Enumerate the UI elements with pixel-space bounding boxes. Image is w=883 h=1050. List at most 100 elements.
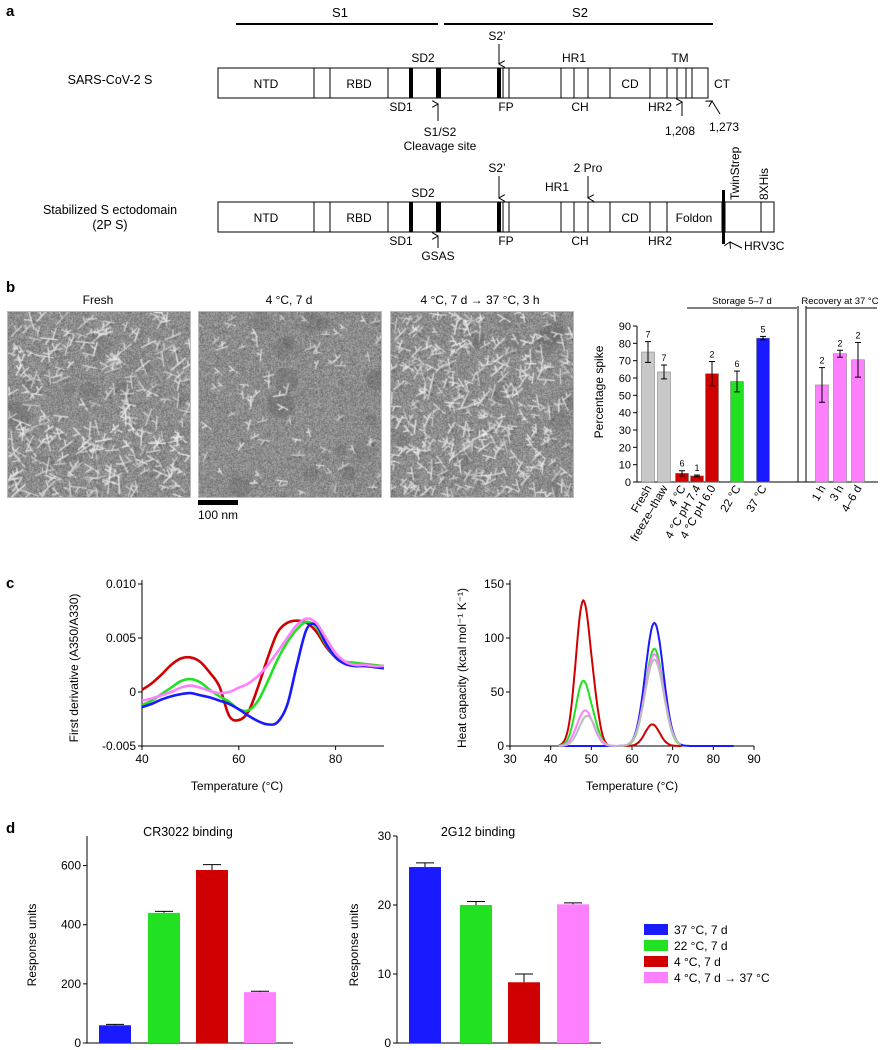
domain-rbd-top [329, 67, 389, 99]
x-tick-label: 40 [135, 752, 149, 766]
chart-d2-ylabel: Response units [347, 904, 361, 987]
domain-ntd-top [217, 67, 315, 99]
label-ch-top: CH [571, 100, 588, 114]
x-tick-label: 22 °C [719, 484, 744, 515]
label-sd2-top: SD2 [411, 51, 435, 65]
y-tick-label: 30 [378, 829, 392, 843]
label-fp-top: FP [498, 100, 513, 114]
y-tick-label: 0 [497, 739, 504, 753]
y-tick-label: 20 [619, 442, 631, 454]
bar [851, 359, 865, 483]
y-tick-label: 100 [484, 631, 504, 645]
y-tick-label: 50 [491, 685, 505, 699]
tm-box-top [685, 67, 693, 99]
group-label-storage: Storage 5–7 d [712, 296, 772, 307]
bar [460, 905, 492, 1043]
y-tick-label: 10 [619, 460, 631, 472]
label-sd1-bottom: SD1 [389, 234, 413, 248]
y-tick-label: 10 [378, 967, 392, 981]
chart-c2-ylabel: Heat capacity (kcal mol⁻¹ K⁻¹) [455, 588, 469, 748]
series-line [141, 620, 385, 713]
y-tick-label: 0.005 [106, 631, 136, 645]
x-tick-label: 80 [707, 752, 721, 766]
y-tick-label: 60 [619, 373, 631, 385]
n-label: 6 [679, 459, 684, 469]
sd1-mark-top [409, 68, 413, 98]
bar [508, 982, 540, 1043]
n-label: 2 [819, 356, 824, 366]
bar [641, 351, 655, 483]
group-label-recovery: Recovery at 37 °C [801, 296, 878, 307]
construct-name-top: SARS-CoV-2 S [68, 73, 153, 87]
first-derivative-chart: -0.005 0 0.005 0.010 40 60 80 [102, 577, 385, 766]
bar [657, 371, 671, 483]
n-label: 2 [855, 330, 860, 340]
chart-b-ylabel: Percentage spike [592, 345, 606, 438]
x-tick-label: 37 °C [745, 484, 770, 515]
panel-c-label: c [6, 575, 14, 592]
domain-cd-top [609, 67, 651, 99]
label-hr2-top: HR2 [648, 100, 672, 114]
x-tick-label: 70 [666, 752, 680, 766]
fp-box-top [502, 67, 510, 99]
bar [557, 904, 589, 1043]
bar [148, 912, 180, 1043]
em-micrograph-recovery [390, 311, 574, 498]
label-gsas: GSAS [421, 249, 454, 263]
n-label: 2 [709, 350, 714, 360]
chart-d1-title: CR3022 binding [143, 825, 233, 839]
arrow-1273 [712, 101, 721, 115]
percentage-spike-chart: 01020304050607080907Fresh7freeze–thaw64 … [619, 306, 878, 544]
s2prime-mark-top [497, 68, 501, 98]
legend-swatch-37c [644, 924, 668, 935]
label-sd1-top: SD1 [389, 100, 413, 114]
x-tick-label: 30 [503, 752, 517, 766]
bar [409, 867, 441, 1043]
y-tick-label: 0 [129, 685, 136, 699]
domain-label-rbd-top: RBD [346, 77, 372, 91]
em-micrograph-fresh [7, 311, 191, 498]
legend-swatch-22c [644, 940, 668, 951]
em-title-4c: 4 °C, 7 d [266, 293, 313, 307]
label-ch-bottom: CH [571, 234, 588, 248]
label-s2prime-bottom: S2’ [488, 161, 505, 175]
y-tick-label: 400 [61, 918, 81, 932]
label-hr1-bottom: HR1 [545, 180, 569, 194]
legend-swatch-4c [644, 956, 668, 967]
em-title-fresh: Fresh [83, 293, 114, 307]
domain-label-foldon: Foldon [676, 211, 713, 225]
chart-c1-xlabel: Temperature (°C) [191, 779, 283, 793]
bar [756, 337, 770, 483]
n-label: 5 [760, 324, 765, 334]
series-line [141, 617, 385, 702]
y-tick-label: 80 [619, 338, 631, 350]
y-tick-label: 600 [61, 859, 81, 873]
bar [196, 870, 228, 1043]
label-8xhis: 8XHis [757, 168, 771, 200]
domain-label-ntd-bottom: NTD [254, 211, 279, 225]
chart-d1-ylabel: Response units [25, 904, 39, 987]
y-tick-label: 70 [619, 356, 631, 368]
y-tick-label: 30 [619, 425, 631, 437]
s1-label: S1 [332, 5, 348, 20]
construct-top [217, 67, 709, 99]
y-tick-label: 0.010 [106, 577, 136, 591]
construct-name-bottom: Stabilized S ectodomain [43, 203, 177, 217]
legend-label-4c-37c: 4 °C, 7 d → 37 °C [674, 971, 770, 985]
y-tick-label: -0.005 [102, 739, 136, 753]
y-tick-label: 200 [61, 977, 81, 991]
label-hr1-top: HR1 [562, 51, 586, 65]
label-tm-top: TM [671, 51, 688, 65]
x-tick-label: 1 h [810, 484, 828, 504]
x-tick-label: 60 [625, 752, 639, 766]
x-tick-label: 80 [329, 752, 343, 766]
y-tick-label: 50 [619, 390, 631, 402]
panel-a-label: a [6, 3, 15, 20]
label-cleavage: S1/S2 [424, 125, 457, 139]
bar [705, 373, 719, 483]
domain-label-ntd-top: NTD [254, 77, 279, 91]
series-line [558, 658, 682, 747]
legend-label-4c: 4 °C, 7 d [674, 955, 721, 969]
y-tick-label: 150 [484, 577, 504, 591]
